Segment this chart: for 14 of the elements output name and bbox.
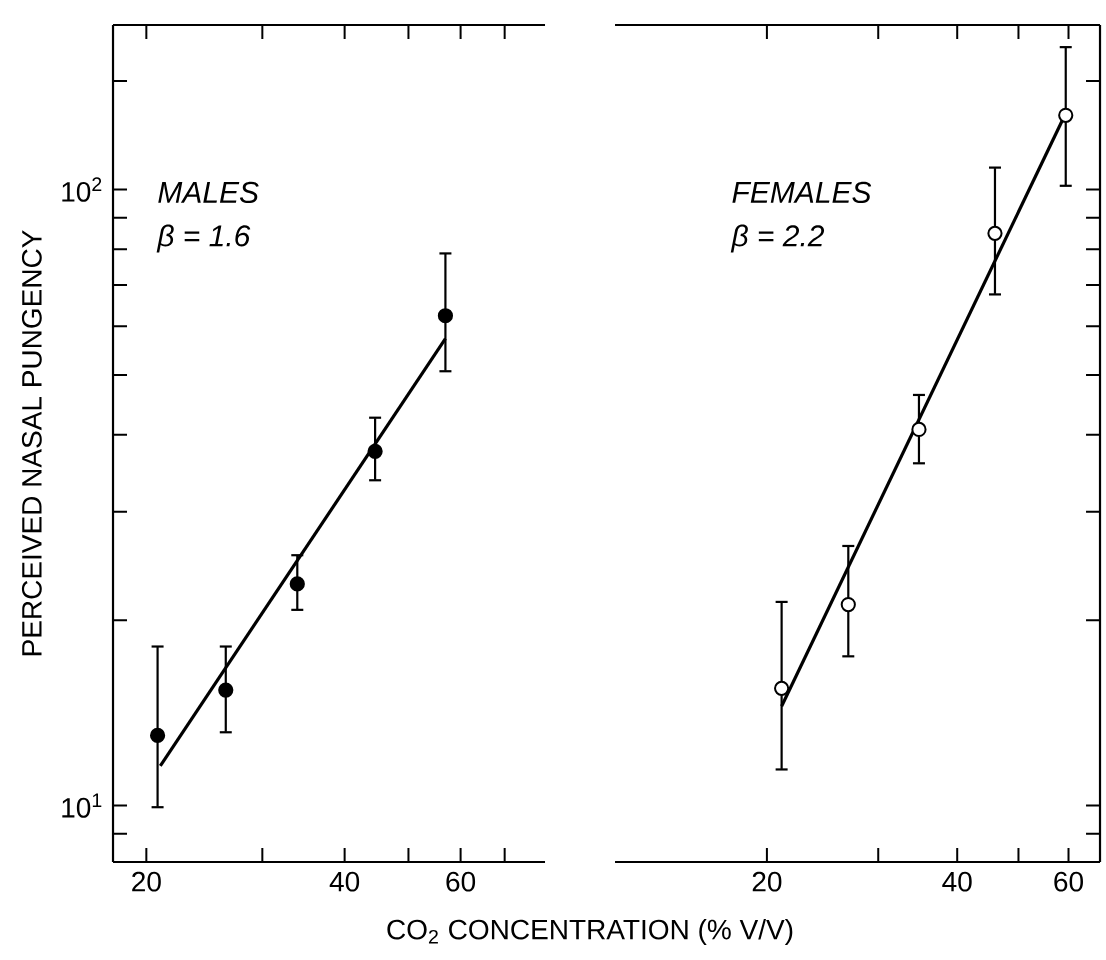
annotation: FEMALES bbox=[732, 181, 872, 203]
y-axis-title: PERCEIVED NASAL PUNGENCY bbox=[21, 230, 42, 656]
x-tick-label: 40 bbox=[329, 871, 360, 892]
x-axis-title: CO$_{2}$ CONCENTRATION (% V/V) bbox=[387, 918, 793, 946]
x-tick-label: 60 bbox=[446, 871, 476, 892]
x-tick-label: 40 bbox=[942, 871, 972, 892]
y-tick-label: 10$^{1}$ bbox=[62, 793, 102, 818]
annotation: MALES bbox=[158, 181, 259, 203]
x-tick-label: 20 bbox=[132, 871, 161, 892]
y-tick-label: 10$^{2}$ bbox=[62, 177, 102, 202]
x-tick-label: 20 bbox=[752, 871, 782, 892]
annotation: β = 2.2 bbox=[730, 224, 825, 253]
annotation: β = 1.6 bbox=[156, 224, 251, 253]
x-tick-label: 60 bbox=[1054, 871, 1083, 892]
